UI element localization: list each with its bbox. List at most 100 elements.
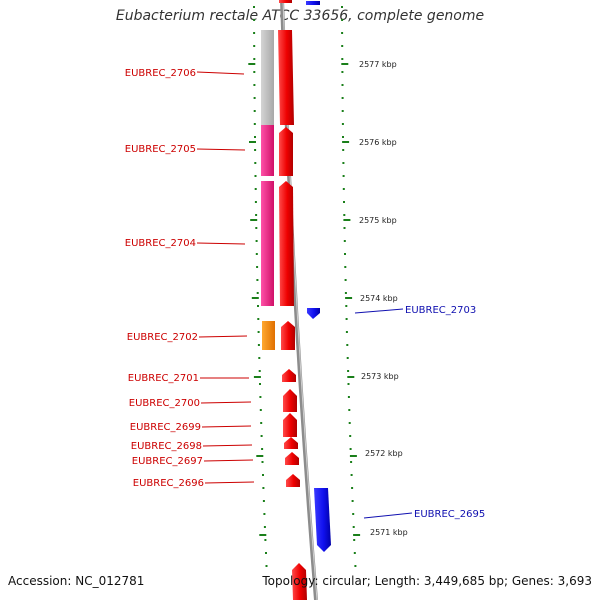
major-tick bbox=[353, 534, 361, 536]
minor-tick bbox=[263, 526, 266, 528]
gene-eubrec-2704[interactable] bbox=[279, 181, 294, 306]
outer-tick-ruler bbox=[341, 6, 361, 567]
gene-label-eubrec-2706[interactable]: EUBREC_2706 bbox=[125, 68, 196, 79]
gene-eubrec-2699[interactable] bbox=[283, 413, 297, 437]
major-tick bbox=[250, 219, 258, 221]
minor-tick bbox=[262, 487, 265, 489]
gene-labels: EUBREC_2706 EUBREC_2705 EUBREC_2704 EUBR… bbox=[125, 68, 485, 520]
gene-eubrec-2707-reverse[interactable] bbox=[306, 1, 320, 5]
leader-eubrec-2696 bbox=[204, 481, 255, 484]
minor-tick bbox=[255, 253, 258, 255]
gene-label-eubrec-2700[interactable]: EUBREC_2700 bbox=[129, 398, 200, 409]
minor-tick bbox=[265, 565, 268, 567]
minor-tick bbox=[341, 19, 344, 21]
minor-tick bbox=[255, 227, 258, 229]
minor-tick bbox=[254, 188, 257, 190]
kbp-label-2575: 2575 kbp bbox=[359, 216, 397, 225]
map-title: Eubacterium rectale ATCC 33656, complete… bbox=[115, 8, 485, 24]
minor-tick bbox=[254, 136, 256, 138]
minor-tick bbox=[348, 422, 351, 424]
kbp-label-2574: 2574 kbp bbox=[360, 294, 398, 303]
gene-label-eubrec-2702[interactable]: EUBREC_2702 bbox=[127, 332, 198, 343]
minor-tick bbox=[253, 97, 256, 99]
leader-eubrec-2695 bbox=[363, 512, 413, 519]
cog-bar-eubrec-2702 bbox=[262, 321, 275, 350]
minor-tick bbox=[351, 500, 354, 502]
gene-eubrec-2702[interactable] bbox=[281, 321, 295, 350]
gene-eubrec-2707[interactable] bbox=[279, 0, 292, 3]
gene-eubrec-2695[interactable] bbox=[314, 488, 331, 552]
minor-tick bbox=[341, 58, 344, 60]
gene-label-eubrec-2703[interactable]: EUBREC_2703 bbox=[405, 305, 476, 316]
gene-eubrec-2697[interactable] bbox=[285, 452, 299, 465]
major-tick bbox=[343, 219, 351, 221]
kbp-label-2573: 2573 kbp bbox=[361, 372, 399, 381]
minor-tick bbox=[253, 32, 256, 34]
minor-tick bbox=[253, 58, 256, 60]
minor-tick bbox=[343, 240, 346, 242]
leader-eubrec-2706 bbox=[196, 71, 245, 75]
gene-eubrec-2700[interactable] bbox=[283, 389, 297, 412]
minor-tick bbox=[351, 487, 354, 489]
gene-eubrec-2703[interactable] bbox=[307, 308, 320, 319]
minor-tick bbox=[354, 565, 357, 567]
minor-tick bbox=[265, 552, 267, 554]
position-labels: 2577 kbp 2576 kbp 2575 kbp 2574 kbp 2573… bbox=[359, 60, 408, 537]
minor-tick bbox=[344, 279, 347, 281]
gene-label-eubrec-2705[interactable]: EUBREC_2705 bbox=[125, 144, 196, 155]
gene-label-eubrec-2704[interactable]: EUBREC_2704 bbox=[125, 238, 196, 249]
gene-eubrec-2701[interactable] bbox=[282, 369, 296, 382]
minor-tick bbox=[349, 448, 352, 450]
minor-tick bbox=[255, 240, 258, 242]
inner-tick-ruler bbox=[248, 6, 268, 567]
minor-tick bbox=[344, 266, 347, 268]
minor-tick bbox=[256, 279, 259, 281]
minor-tick bbox=[341, 123, 344, 125]
minor-tick bbox=[350, 474, 353, 476]
accession-text: Accession: NC_012781 bbox=[8, 574, 145, 588]
gene-label-eubrec-2699[interactable]: EUBREC_2699 bbox=[130, 422, 201, 433]
major-tick bbox=[342, 141, 350, 143]
minor-tick bbox=[254, 175, 257, 177]
minor-tick bbox=[343, 227, 346, 229]
minor-tick bbox=[344, 253, 346, 255]
minor-tick bbox=[253, 110, 256, 112]
leader-lines bbox=[196, 71, 413, 519]
major-tick bbox=[253, 376, 261, 378]
gene-eubrec-2696[interactable] bbox=[286, 474, 300, 487]
gene-label-eubrec-2701[interactable]: EUBREC_2701 bbox=[128, 373, 199, 384]
leader-eubrec-2698 bbox=[202, 444, 253, 447]
kbp-label-2572: 2572 kbp bbox=[365, 449, 403, 458]
major-tick bbox=[251, 297, 259, 299]
minor-tick bbox=[253, 71, 256, 73]
leader-eubrec-2705 bbox=[196, 148, 246, 151]
gene-label-eubrec-2697[interactable]: EUBREC_2697 bbox=[132, 456, 203, 467]
minor-tick bbox=[352, 526, 355, 528]
major-tick bbox=[347, 376, 355, 378]
kbp-label-2576: 2576 kbp bbox=[359, 138, 397, 147]
major-tick bbox=[349, 455, 357, 457]
gene-eubrec-2705[interactable] bbox=[279, 127, 293, 176]
minor-tick bbox=[341, 32, 344, 34]
gene-label-eubrec-2696[interactable]: EUBREC_2696 bbox=[133, 478, 204, 489]
minor-tick bbox=[341, 45, 344, 47]
minor-tick bbox=[260, 435, 263, 437]
minor-tick bbox=[347, 383, 350, 385]
gene-eubrec-2698[interactable] bbox=[284, 437, 298, 449]
minor-tick bbox=[257, 344, 260, 346]
minor-tick bbox=[347, 396, 350, 398]
minor-tick bbox=[262, 500, 265, 502]
gene-label-eubrec-2695[interactable]: EUBREC_2695 bbox=[414, 509, 485, 520]
cog-bar-eubrec-2706 bbox=[261, 30, 274, 125]
minor-tick bbox=[343, 214, 346, 216]
gene-label-eubrec-2698[interactable]: EUBREC_2698 bbox=[131, 441, 202, 452]
minor-tick bbox=[257, 318, 260, 320]
minor-tick bbox=[262, 474, 264, 476]
minor-tick bbox=[260, 422, 263, 424]
minor-tick bbox=[263, 513, 266, 515]
gene-eubrec-2706[interactable] bbox=[278, 30, 294, 125]
gene-eubrec-2694[interactable] bbox=[292, 563, 307, 600]
minor-tick bbox=[259, 383, 261, 385]
minor-tick bbox=[341, 97, 344, 99]
